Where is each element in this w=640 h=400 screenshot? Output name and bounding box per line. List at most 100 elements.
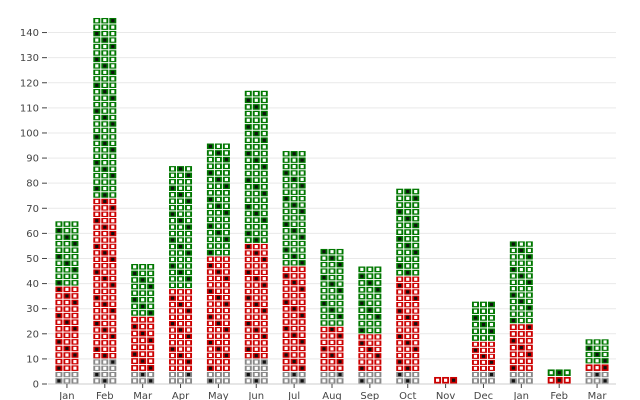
waffle-cell-dot: [216, 211, 220, 215]
waffle-cell-dot: [224, 334, 228, 338]
waffle-cell-dot: [216, 224, 220, 228]
waffle-cell-dot: [262, 138, 266, 142]
waffle-cell-dot: [398, 257, 402, 261]
waffle-cell-dot: [65, 248, 69, 252]
waffle-cell-dot: [519, 293, 523, 297]
waffle-cell-dot: [284, 229, 288, 233]
waffle-cell-dot: [103, 251, 107, 255]
waffle-cell-dot: [111, 328, 115, 332]
waffle-cell-dot: [111, 135, 115, 139]
waffle-cell-dot: [103, 96, 107, 100]
waffle-cell-dot: [95, 174, 99, 178]
waffle-cell-dot: [111, 51, 115, 55]
waffle-cell-dot: [284, 209, 288, 214]
waffle-cell-dot: [103, 128, 107, 133]
waffle-cell-dot: [300, 280, 304, 285]
waffle-cell-dot: [292, 327, 296, 331]
waffle-cell-dot: [208, 308, 212, 313]
waffle-cell-dot: [103, 122, 107, 126]
bar-segment: [509, 371, 533, 384]
waffle-cell-dot: [262, 211, 266, 216]
waffle-cell-dot: [360, 347, 364, 352]
waffle-cell-dot: [330, 282, 334, 286]
waffle-cell-dot: [489, 366, 494, 370]
waffle-cell-dot: [300, 353, 304, 357]
waffle-cell-dot: [262, 341, 266, 345]
waffle-cell-dot: [292, 164, 296, 169]
waffle-cell-dot: [330, 334, 334, 338]
waffle-cell-dot: [262, 366, 266, 370]
waffle-cell-dot: [330, 340, 334, 344]
waffle-cell-dot: [338, 288, 342, 293]
waffle-cell-dot: [186, 347, 191, 351]
waffle-cell-dot: [368, 288, 372, 292]
bar-segment: [244, 90, 268, 243]
waffle-cell-dot: [376, 379, 380, 383]
waffle-cell-dot: [414, 366, 418, 370]
waffle-cell-dot: [262, 264, 266, 268]
waffle-cell-dot: [368, 379, 372, 383]
waffle-cell-dot: [111, 225, 115, 229]
waffle-cell-dot: [95, 360, 99, 364]
waffle-cell-dot: [511, 372, 515, 377]
x-tick-label: Aug: [322, 391, 342, 400]
waffle-cell-dot: [414, 309, 418, 313]
waffle-cell-dot: [216, 366, 220, 370]
waffle-cell-dot: [141, 338, 145, 342]
waffle-cell-dot: [73, 366, 77, 370]
waffle-cell-dot: [292, 379, 296, 383]
y-tick-label: 90: [26, 154, 39, 165]
waffle-cell-dot: [178, 296, 183, 300]
waffle-cell-dot: [414, 353, 418, 358]
waffle-cell-dot: [254, 328, 258, 332]
waffle-cell-dot: [489, 342, 494, 346]
waffle-cell-dot: [527, 379, 531, 383]
waffle-cell-dot: [254, 257, 258, 262]
waffle-cell-dot: [208, 251, 212, 255]
waffle-cell-dot: [322, 301, 326, 306]
waffle-cell-dot: [406, 347, 410, 351]
waffle-cell-dot: [519, 312, 523, 316]
waffle-cell-dot: [65, 379, 69, 383]
bar-segment: [206, 143, 230, 256]
waffle-cell-dot: [292, 294, 296, 298]
waffle-cell-dot: [178, 347, 183, 351]
waffle-cell-dot: [95, 199, 99, 204]
waffle-cell-dot: [376, 372, 380, 377]
bar-segment: [471, 341, 495, 371]
waffle-cell-dot: [224, 360, 228, 364]
waffle-cell-dot: [170, 264, 175, 268]
waffle-cell-dot: [292, 254, 296, 258]
waffle-cell-dot: [65, 353, 69, 357]
waffle-cell-dot: [587, 352, 591, 357]
waffle-cell-dot: [406, 353, 410, 358]
waffle-cell-dot: [284, 235, 288, 239]
waffle-cell-dot: [57, 222, 61, 226]
waffle-cell-dot: [57, 274, 61, 278]
waffle-cell-dot: [103, 103, 107, 107]
waffle-cell-dot: [178, 322, 183, 326]
bar-segment: [396, 371, 420, 384]
waffle-cell-dot: [111, 244, 115, 249]
waffle-cell-dot: [360, 341, 364, 345]
waffle-cell-dot: [414, 283, 418, 288]
waffle-cell-dot: [216, 360, 220, 364]
waffle-cell-dot: [111, 276, 115, 281]
waffle-cell-dot: [322, 321, 326, 325]
waffle-cell-dot: [170, 244, 175, 249]
waffle-cell-dot: [595, 366, 599, 370]
waffle-cell-dot: [186, 309, 191, 313]
waffle-cell-dot: [300, 241, 304, 246]
waffle-cell-dot: [254, 289, 258, 294]
waffle-cell-dot: [111, 283, 115, 287]
waffle-cell-dot: [149, 359, 153, 363]
bar-segment: [244, 359, 268, 384]
waffle-cell-dot: [246, 131, 250, 136]
waffle-cell-dot: [95, 283, 99, 287]
waffle-cell-dot: [103, 334, 107, 338]
waffle-cell-dot: [216, 231, 220, 235]
waffle-cell-dot: [246, 138, 250, 142]
waffle-cell-dot: [330, 276, 334, 280]
waffle-cell-dot: [178, 193, 183, 197]
waffle-cell-dot: [103, 77, 107, 81]
